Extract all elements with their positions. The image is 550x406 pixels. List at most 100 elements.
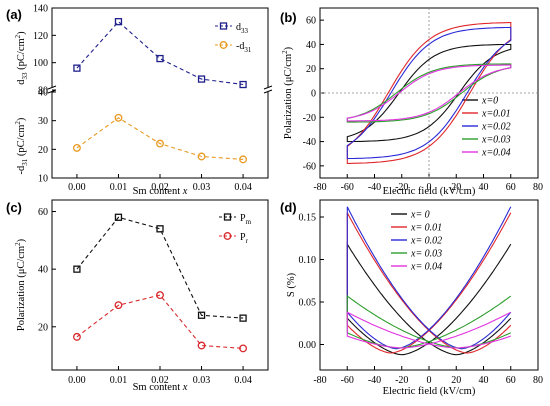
legend-label-b-3: x=0.03 (481, 135, 511, 146)
panel-d-ytick-label: 0.05 (299, 298, 317, 309)
panel-a-series-line--d31 (76, 117, 244, 160)
panel-b-loop-4 (346, 64, 512, 122)
legend-marker--d31 (219, 41, 228, 49)
panel-a-legend: d33 -d31 (236, 22, 252, 54)
panel-c-point-Pm (114, 213, 123, 221)
panel-b-xtick-label: 0 (427, 182, 432, 193)
panel-d-xtick-label: 60 (506, 375, 516, 386)
panel-b-xtick-label: -40 (368, 182, 381, 193)
panel-a-lower-ytick-label: 10 (38, 174, 48, 185)
panel-a-xlabel: Sm content x (133, 186, 188, 197)
panel-c-label: (c) (6, 200, 22, 215)
panel-a-upper-ytick-label: 140 (33, 4, 48, 15)
panel-c-point-Pm (239, 314, 247, 322)
panel-c-point-Pr (239, 344, 248, 353)
legend-label-b-1: x=0.01 (481, 109, 511, 120)
panel-c-xlabel: Sm content x (133, 382, 188, 393)
panel-c-legend: Pm Pr (240, 213, 252, 245)
panel-a-upper-ytick-label: 100 (33, 58, 48, 69)
panel-a-point--d31 (72, 143, 81, 152)
panel-b-xtick-label: -80 (313, 182, 326, 193)
panel-c-xtick-label: 0.00 (68, 375, 86, 386)
panel-b-ytick-label: 0 (311, 89, 316, 100)
panel-a-lower-ytick-label: 20 (38, 145, 48, 156)
panel-b-xtick-label: 60 (506, 182, 516, 193)
panel-b-ytick-label: 20 (306, 64, 316, 75)
panel-b-ytick-label: -60 (303, 161, 316, 172)
panel-a-point-d33 (239, 80, 247, 89)
panel-a-xtick-label: 0.01 (110, 182, 128, 193)
panel-c-xtick-label: 0.04 (234, 375, 252, 386)
panel-a-point-d33 (197, 75, 206, 83)
panel-d-xtick-label: 40 (479, 375, 489, 386)
panel-b-xtick-label: 80 (533, 182, 543, 193)
panel-c-point-Pr (197, 341, 206, 350)
axis-break-mark (47, 85, 57, 90)
panel-b-label: (b) (280, 10, 297, 25)
panel-b-ytick-label: -20 (303, 113, 316, 124)
panel-a-upper-ytick-label: 120 (33, 31, 48, 42)
panel-d-label: (d) (280, 200, 297, 215)
panel-d-xtick-label: -80 (313, 375, 326, 386)
panel-a-point--d31 (156, 139, 164, 148)
legend-label-d-4: x= 0.04 (410, 262, 442, 273)
panel-b-xtick-label: 20 (451, 182, 461, 193)
panel-a-point-d33 (156, 54, 164, 63)
panel-d-ytick-label: 0.15 (299, 213, 317, 224)
panel-a-ylabel-lower: -d31 (pC/cm2) (14, 117, 29, 174)
panel-b-loop-2 (346, 26, 512, 160)
axis-break-gap-right (264, 87, 272, 92)
panel-d-xtick-label: -60 (341, 375, 354, 386)
legend-label-d-1: x= 0.01 (410, 223, 442, 234)
legend-marker-Pr (223, 232, 232, 240)
legend-label-pm: Pm (240, 213, 252, 226)
panel-c-point-Pm (197, 311, 206, 319)
panel-c-series-line-Pm (76, 216, 244, 319)
panel-b-xtick-label: -60 (341, 182, 354, 193)
legend-label-b-0: x=0 (481, 96, 498, 107)
panel-a-xtick-label: 0.02 (151, 182, 169, 193)
panel-a-axis-break (47, 85, 273, 94)
panel-a-lower-ytick-label: 30 (38, 116, 48, 127)
panel-c-xtick-label: 0.02 (151, 375, 169, 386)
panel-a-label: (a) (6, 7, 22, 22)
panel-a-point-d33 (73, 64, 81, 72)
panel-d-xtick-label: 20 (451, 375, 461, 386)
legend-label-d33: d33 (236, 22, 249, 35)
panel-b-ylabel: Polarization (μC/cm2) (281, 46, 294, 139)
panel-c-point-Pr (72, 332, 81, 341)
panel-a-point--d31 (114, 113, 123, 122)
panel-d-ylabel: S (%) (286, 272, 297, 297)
panel-a-lower-ytick-label: 40 (38, 88, 48, 99)
panel-c-point-Pr (156, 291, 164, 300)
panel-d-xlabel: Electric field (kV/cm) (383, 386, 476, 397)
panel-a-xtick-label: 0.00 (68, 182, 86, 193)
panel-c-point-Pm (73, 265, 81, 273)
axis-break-mark (263, 85, 273, 90)
legend-label-d-2: x= 0.02 (410, 236, 442, 247)
legend-marker-d33 (219, 22, 228, 30)
panel-a-point--d31 (197, 152, 206, 161)
panel-c-ylabel: Polarization (μC/cm2) (14, 238, 27, 331)
legend-label-b-4: x=0.04 (481, 148, 511, 159)
panel-b-ytick-label: -40 (303, 137, 316, 148)
panel-a-upper-ytick-label: 80 (38, 86, 48, 97)
legend-label-d-3: x= 0.03 (410, 249, 442, 260)
panel-a-xtick-label: 0.03 (193, 182, 211, 193)
panel-d-xtick-label: 80 (533, 375, 543, 386)
axis-break-mark (263, 89, 273, 94)
panel-d-ytick-label: 0.00 (299, 340, 317, 351)
panel-d-xtick-label: 0 (427, 375, 432, 386)
panel-c-point-Pm (156, 225, 164, 233)
panel-b-xtick-label: -20 (395, 182, 408, 193)
panel-a-ylabel-upper: d33 (pC/cm2) (14, 31, 29, 85)
panel-b-loop-1 (346, 22, 512, 164)
panel-c-ytick-label: 20 (38, 322, 48, 333)
panel-a-point--d31 (239, 155, 248, 164)
legend-marker-Pm (223, 213, 232, 221)
panel-b-ytick-label: 60 (306, 16, 316, 27)
panel-d-butterfly-1 (346, 212, 512, 354)
panel-b-loop-3 (346, 63, 512, 123)
panel-c-ytick-label: 60 (38, 207, 48, 218)
